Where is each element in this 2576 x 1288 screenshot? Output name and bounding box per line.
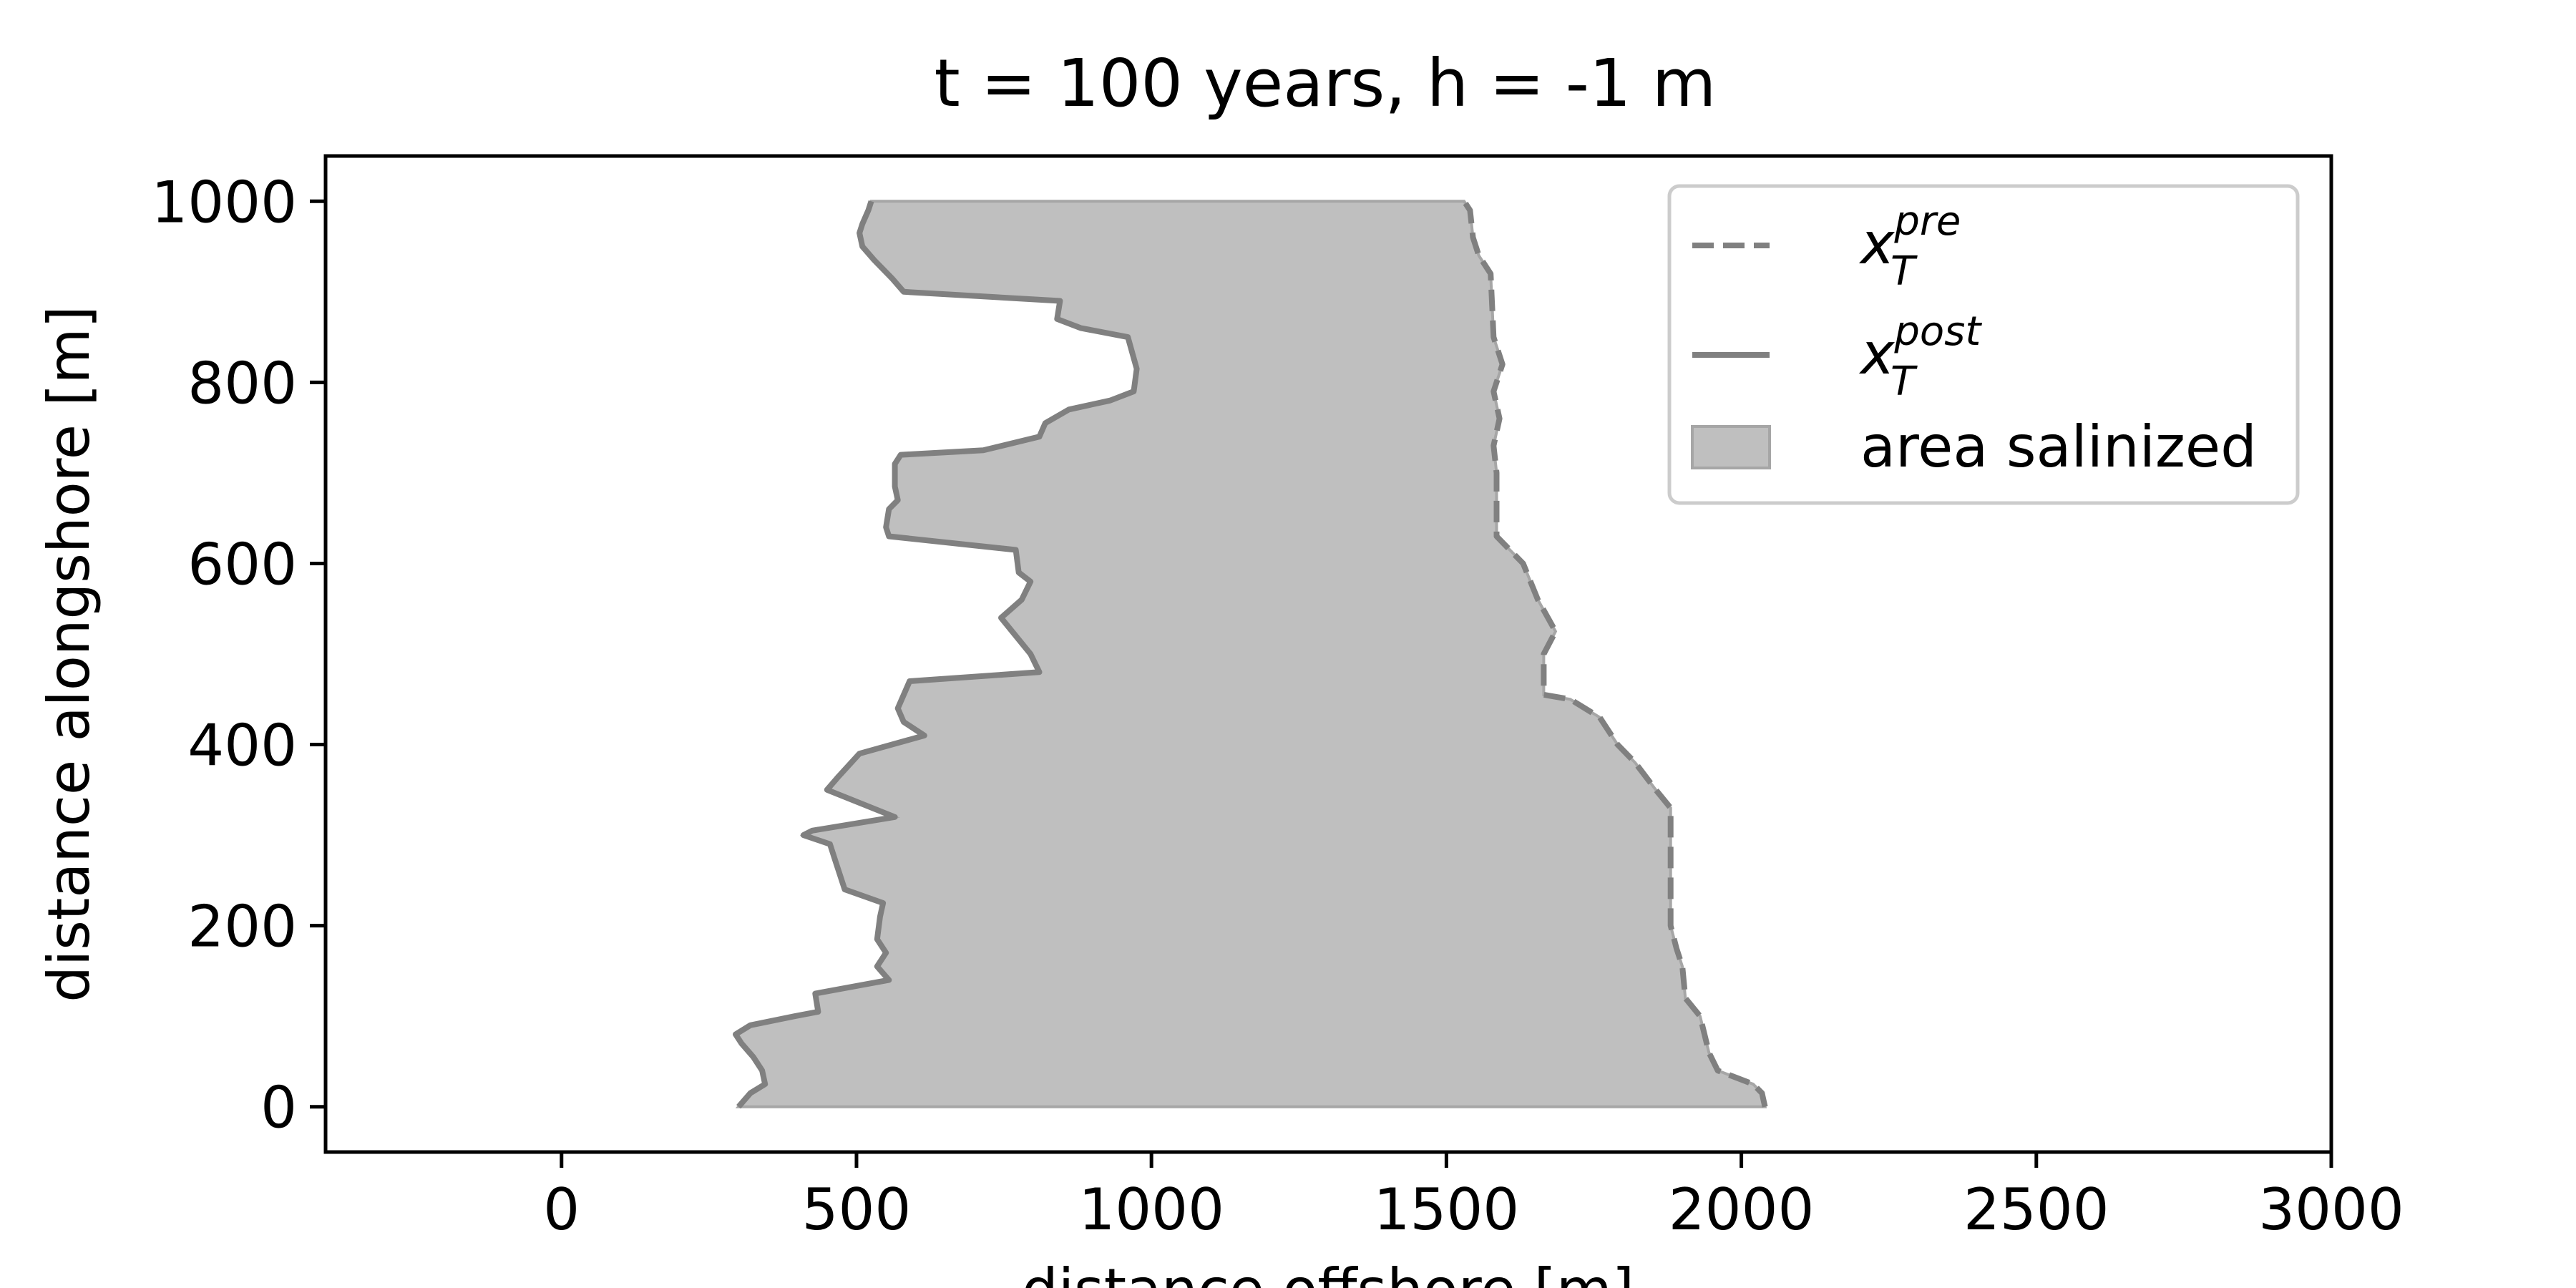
y-axis: 0 200 400 600 800 1000 xyxy=(151,169,326,1141)
series-line-post xyxy=(733,200,1140,1109)
y-tick-label: 0 xyxy=(260,1075,297,1141)
x-tick-label: 0 xyxy=(543,1176,580,1243)
x-tick-label: 2000 xyxy=(1669,1176,1815,1243)
legend-post-sub: T xyxy=(1890,358,1918,405)
x-tick-label: 3000 xyxy=(2258,1176,2404,1243)
y-axis-label: distance alongshore [m] xyxy=(36,306,102,1002)
legend-label-post: xpost T xyxy=(1858,308,1982,405)
legend-fill-swatch xyxy=(1691,425,1771,469)
legend-label-area: area salinized xyxy=(1860,414,2257,480)
legend: xpre T xpost T area salinized xyxy=(1667,184,2300,505)
plot-area xyxy=(733,200,1768,1109)
y-tick-label: 400 xyxy=(187,713,297,779)
legend-pre-sup: pre xyxy=(1893,198,1961,245)
x-axis-label: distance offshore [m] xyxy=(1022,1257,1634,1288)
axes-frame xyxy=(323,154,2333,1154)
y-tick-label: 600 xyxy=(187,531,297,597)
legend-pre-sub: T xyxy=(1890,248,1918,295)
y-tick-label: 800 xyxy=(187,350,297,416)
x-axis: 0 500 1000 1500 2000 2500 3000 xyxy=(543,1152,2404,1243)
legend-post-sup: post xyxy=(1893,308,1982,355)
y-tick-label: 200 xyxy=(187,894,297,960)
legend-box xyxy=(1667,184,2300,505)
legend-post-base: x xyxy=(1858,321,1896,387)
x-tick-label: 500 xyxy=(802,1176,912,1243)
legend-label-pre: xpre T xyxy=(1858,198,1961,295)
x-tick-label: 1000 xyxy=(1078,1176,1224,1243)
chart-title: t = 100 years, h = -1 m xyxy=(935,45,1717,122)
x-tick-label: 1500 xyxy=(1374,1176,1520,1243)
y-tick-label: 1000 xyxy=(151,169,297,235)
x-tick-label: 2500 xyxy=(1963,1176,2109,1243)
series-line-pre xyxy=(1461,200,1768,1108)
legend-pre-base: x xyxy=(1858,210,1896,277)
